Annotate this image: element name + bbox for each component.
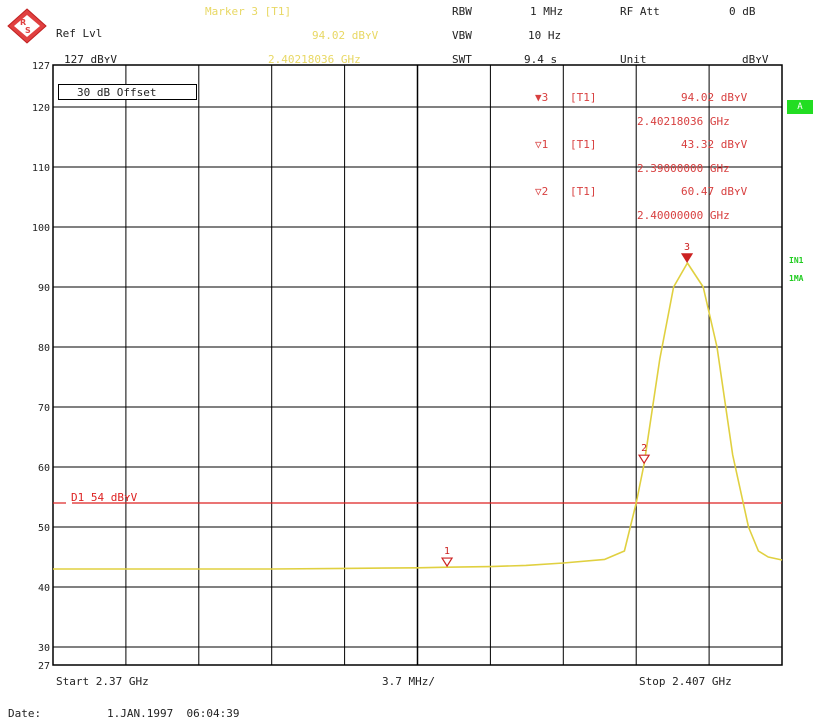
display-line: D1 54 dBʏV bbox=[53, 491, 782, 504]
input-label: IN1 bbox=[789, 256, 804, 265]
rf-att-value: 0 dB bbox=[729, 5, 756, 18]
stop-frequency: Stop 2.407 GHz bbox=[639, 675, 732, 688]
y-tick-label: 90 bbox=[38, 283, 50, 294]
y-tick-label: 30 bbox=[38, 643, 50, 654]
marker-row-symbol: ▽2 bbox=[535, 185, 549, 198]
marker-row-level: 43.32 dBʏV bbox=[681, 138, 748, 151]
y-tick-label: 100 bbox=[32, 223, 50, 234]
y-tick-label: 27 bbox=[38, 661, 50, 672]
y-axis-ticks: 127 120 110 100 90 80 70 60 50 40 30 27 bbox=[32, 61, 50, 672]
marker-level: 94.02 dBʏV bbox=[312, 29, 379, 42]
span-per-div: 3.7 MHz/ bbox=[382, 675, 435, 688]
marker-2-label: 2 bbox=[641, 443, 647, 454]
rbw-label: RBW bbox=[452, 5, 472, 18]
marker-row-level: 60.47 dBʏV bbox=[681, 185, 748, 198]
swt-label: SWT bbox=[452, 53, 472, 66]
y-tick-label: 50 bbox=[38, 523, 50, 534]
marker-frequency: 2.40218036 GHz bbox=[268, 53, 361, 66]
y-tick-label: 70 bbox=[38, 403, 50, 414]
y-tick-label: 127 bbox=[32, 61, 50, 72]
marker-row-symbol: ▽1 bbox=[535, 138, 549, 151]
trace-a-badge: A bbox=[787, 100, 813, 114]
marker-row-freq: 2.40000000 GHz bbox=[637, 209, 730, 222]
y-tick-label: 60 bbox=[38, 463, 50, 474]
start-frequency: Start 2.37 GHz bbox=[56, 675, 149, 688]
marker-title: Marker 3 [T1] bbox=[205, 5, 292, 18]
y-tick-label: 80 bbox=[38, 343, 50, 354]
offset-box: 30 dB Offset bbox=[58, 84, 197, 100]
y-tick-label: 110 bbox=[32, 163, 50, 174]
marker-3-icon bbox=[680, 253, 694, 264]
marker-1-icon bbox=[440, 557, 454, 568]
unit-value: dBʏV bbox=[742, 53, 769, 66]
marker-row-trace: [T1] bbox=[570, 91, 597, 104]
y-tick-label: 40 bbox=[38, 583, 50, 594]
plot-grid bbox=[52, 64, 783, 666]
swt-value: 9.4 s bbox=[524, 53, 558, 66]
unit-label: Unit bbox=[620, 53, 647, 66]
vbw-value: 10 Hz bbox=[528, 29, 562, 42]
marker-3-label: 3 bbox=[684, 242, 690, 253]
date-value: 1.JAN.1997 06:04:39 bbox=[107, 707, 240, 720]
marker-row-trace: [T1] bbox=[570, 185, 597, 198]
markers: 1 2 3 bbox=[440, 242, 694, 568]
rohde-schwarz-logo: R S bbox=[7, 8, 47, 44]
display-line-label: D1 54 dBʏV bbox=[71, 491, 138, 504]
date-label: Date: bbox=[8, 707, 42, 720]
marker-1-label: 1 bbox=[444, 546, 450, 557]
rbw-value: 1 MHz bbox=[530, 5, 564, 18]
marker-row-freq: 2.40218036 GHz bbox=[637, 115, 730, 128]
marker-row-trace: [T1] bbox=[570, 138, 597, 151]
mode-label: 1MA bbox=[789, 274, 804, 283]
svg-text:S: S bbox=[25, 26, 31, 35]
marker-row-freq: 2.39000000 GHz bbox=[637, 162, 730, 175]
marker-row-symbol: ▼3 bbox=[535, 91, 549, 104]
rf-att-label: RF Att bbox=[620, 5, 660, 18]
marker-2-icon bbox=[637, 454, 651, 465]
trace-t1 bbox=[53, 262, 783, 570]
trace-line bbox=[53, 262, 783, 570]
vbw-label: VBW bbox=[452, 29, 472, 42]
ref-level-label: Ref Lvl bbox=[56, 27, 103, 40]
y-tick-label: 120 bbox=[32, 103, 50, 114]
ref-level-value: 127 dBʏV bbox=[64, 53, 117, 66]
svg-text:R: R bbox=[20, 18, 26, 27]
marker-row-level: 94.02 dBʏV bbox=[681, 91, 748, 104]
